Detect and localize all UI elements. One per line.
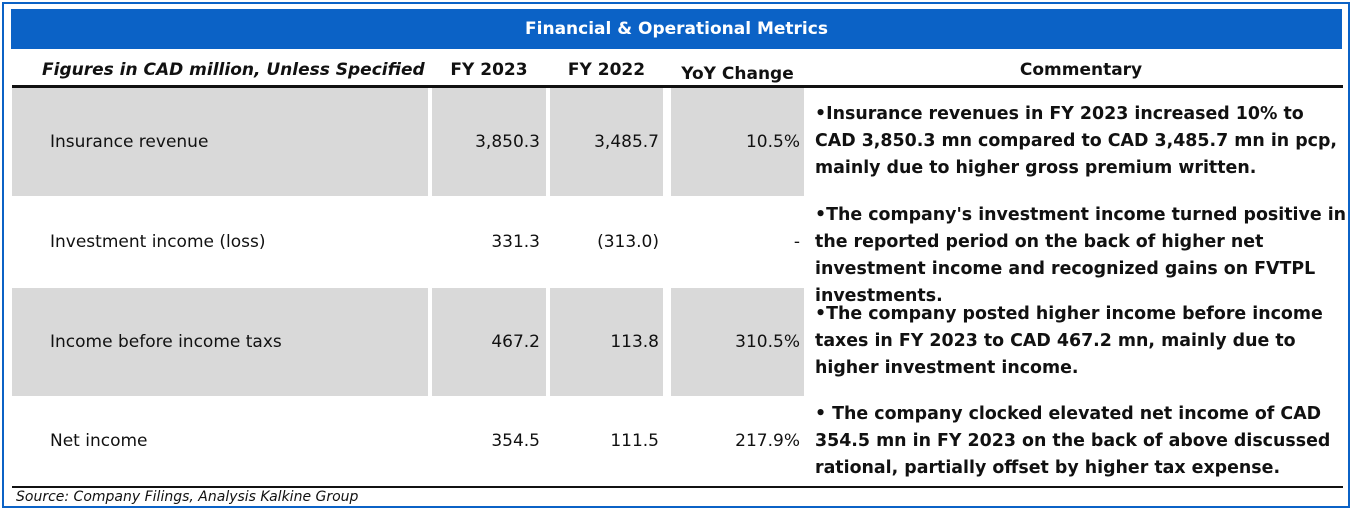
row-commentary: • The company clocked elevated net incom… (815, 404, 1331, 478)
table-title: Financial & Operational Metrics (11, 9, 1342, 49)
row-yoy-value: 310.5% (671, 288, 804, 396)
row-fy2023-value: 3,850.3 (432, 88, 546, 196)
row-commentary: •Insurance revenues in FY 2023 increased… (815, 104, 1338, 178)
row-yoy-value: 10.5% (671, 88, 804, 196)
table-row: Net income 354.5 111.5 217.9% (12, 396, 804, 486)
row-label: Income before income taxs (12, 288, 428, 396)
row-fy2022-value: (313.0) (597, 232, 659, 252)
table-row: Insurance revenue 3,850.3 3,485.7 10.5% (12, 88, 804, 196)
source-note: Source: Company Filings, Analysis Kalkin… (16, 489, 359, 505)
row-fy2022-value: 111.5 (610, 431, 659, 451)
row-fy2023-value: 331.3 (491, 232, 540, 252)
row-label: Insurance revenue (12, 88, 428, 196)
row-yoy-value: - (793, 232, 800, 252)
header-yoy-change: YoY Change (681, 64, 794, 84)
header-fy2022: FY 2022 (567, 60, 646, 80)
row-label: Investment income (loss) (50, 232, 266, 252)
row-commentary: •The company's investment income turned … (815, 205, 1347, 306)
table-row: Investment income (loss) 331.3 (313.0) - (12, 196, 804, 288)
table-row: Income before income taxs 467.2 113.8 31… (12, 288, 804, 396)
header-divider (12, 85, 1343, 88)
row-label: Net income (50, 431, 148, 451)
row-fy2023-value: 354.5 (491, 431, 540, 451)
header-label: Figures in CAD million, Unless Specified (42, 60, 425, 80)
row-fy2023-value: 467.2 (432, 288, 546, 396)
footer-divider (12, 486, 1343, 488)
header-fy2023: FY 2023 (450, 60, 528, 80)
row-fy2022-value: 3,485.7 (550, 88, 663, 196)
row-fy2022-value: 113.8 (550, 288, 663, 396)
header-commentary: Commentary (1019, 60, 1143, 80)
row-commentary: •The company posted higher income before… (815, 304, 1323, 378)
row-yoy-value: 217.9% (735, 431, 800, 451)
